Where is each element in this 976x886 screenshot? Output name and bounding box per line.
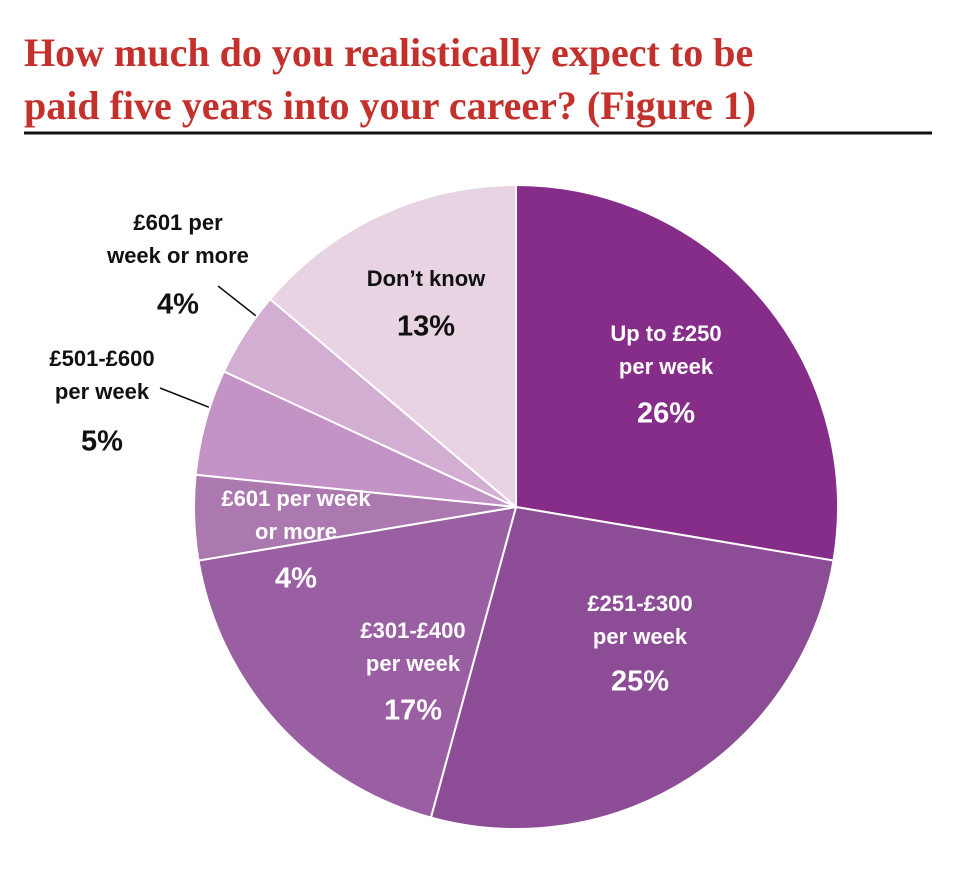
slice-label: per week: [366, 651, 461, 676]
slice-label: £501-£600: [49, 346, 154, 371]
pie-slice: [429, 505, 835, 830]
slice-label: Don’t know: [367, 266, 486, 291]
chart-title: paid five years into your career? (Figur…: [24, 83, 756, 128]
value-label: 13%: [397, 311, 455, 343]
value-label: 5%: [81, 426, 123, 458]
pie-slice: [197, 505, 518, 819]
slice-label: Up to £250: [610, 321, 721, 346]
slice-label: per week: [55, 379, 150, 404]
value-label: 4%: [157, 289, 199, 321]
slice-label: £601 per: [133, 210, 223, 235]
value-label: 26%: [637, 398, 695, 430]
value-label: 4%: [275, 563, 317, 595]
value-label: 25%: [611, 666, 669, 698]
chart-title: How much do you realistically expect to …: [24, 30, 753, 75]
slice-label: or more: [255, 519, 337, 544]
slice-label: per week: [593, 624, 688, 649]
slice-label: £301-£400: [360, 618, 465, 643]
pie-slice: [515, 183, 839, 562]
slice-label: £251-£300: [587, 591, 692, 616]
slice-label: per week: [619, 354, 714, 379]
value-label: 17%: [384, 695, 442, 727]
slice-label: £601 per week: [221, 486, 371, 511]
slice-label: week or more: [106, 243, 249, 268]
pie-slice: [268, 183, 517, 510]
